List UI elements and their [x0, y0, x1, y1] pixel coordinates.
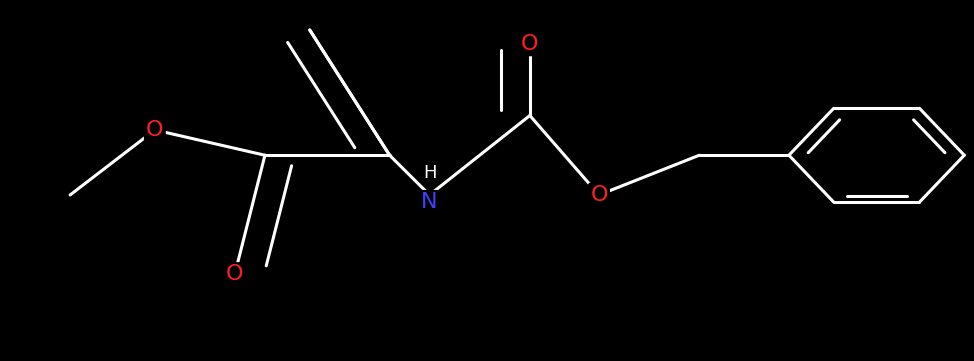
Text: O: O	[590, 185, 608, 205]
Text: H: H	[423, 164, 436, 182]
Text: O: O	[146, 120, 164, 140]
Text: O: O	[226, 264, 244, 284]
Text: N: N	[422, 192, 437, 212]
Text: O: O	[521, 34, 539, 54]
